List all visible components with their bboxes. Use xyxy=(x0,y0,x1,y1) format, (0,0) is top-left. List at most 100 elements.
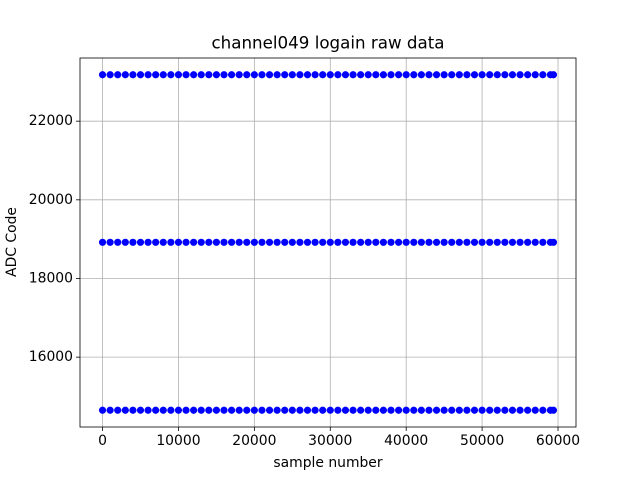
point xyxy=(341,406,350,414)
point xyxy=(425,71,433,79)
point xyxy=(463,406,471,414)
point xyxy=(167,238,175,246)
chart-title: channel049 logain raw data xyxy=(212,33,445,53)
point xyxy=(205,406,213,414)
point xyxy=(197,406,205,414)
point xyxy=(258,71,266,79)
point xyxy=(152,406,160,414)
point xyxy=(394,71,403,79)
x-tick-label: 40000 xyxy=(384,433,428,449)
point xyxy=(463,71,471,79)
point xyxy=(136,238,145,246)
point xyxy=(508,71,517,79)
x-tick-label: 50000 xyxy=(460,433,504,449)
point xyxy=(478,71,486,79)
point xyxy=(106,406,114,414)
point xyxy=(106,71,114,79)
point xyxy=(129,406,137,414)
point xyxy=(144,71,152,79)
point xyxy=(182,71,190,79)
point xyxy=(372,238,380,246)
point xyxy=(121,406,129,414)
point xyxy=(250,406,258,414)
point xyxy=(440,71,448,79)
point xyxy=(516,406,524,414)
point xyxy=(357,406,365,414)
point xyxy=(364,406,372,414)
point xyxy=(410,238,418,246)
y-axis-label: ADC Code xyxy=(4,207,20,277)
point xyxy=(197,238,205,246)
point xyxy=(463,238,471,246)
point xyxy=(531,71,539,79)
point xyxy=(334,406,342,414)
point xyxy=(508,238,517,246)
point xyxy=(455,238,463,246)
point xyxy=(417,71,425,79)
point xyxy=(425,406,433,414)
y-tick-label: 18000 xyxy=(29,270,73,286)
point xyxy=(220,71,228,79)
point xyxy=(319,238,327,246)
point xyxy=(311,406,319,414)
point xyxy=(174,71,183,79)
point xyxy=(212,238,221,246)
point xyxy=(549,238,558,246)
point xyxy=(167,71,175,79)
point xyxy=(106,238,114,246)
point xyxy=(311,71,319,79)
point xyxy=(372,71,380,79)
point xyxy=(197,71,205,79)
point xyxy=(417,238,425,246)
point xyxy=(235,71,243,79)
point xyxy=(387,406,395,414)
point xyxy=(258,238,266,246)
point xyxy=(98,406,107,414)
point xyxy=(159,406,167,414)
point xyxy=(539,71,547,79)
point xyxy=(220,406,228,414)
point xyxy=(326,71,334,79)
point xyxy=(190,238,198,246)
point xyxy=(205,238,213,246)
point xyxy=(448,238,456,246)
point xyxy=(364,238,372,246)
point xyxy=(227,406,236,414)
point xyxy=(387,71,395,79)
point xyxy=(531,238,539,246)
point xyxy=(129,238,137,246)
point xyxy=(379,71,388,79)
point xyxy=(379,238,388,246)
point xyxy=(549,71,558,79)
point xyxy=(432,406,441,414)
point xyxy=(425,238,433,246)
point xyxy=(281,406,289,414)
point xyxy=(182,238,190,246)
y-tick-label: 22000 xyxy=(29,113,73,129)
point xyxy=(508,406,517,414)
point xyxy=(265,238,274,246)
point xyxy=(455,406,463,414)
point xyxy=(349,238,357,246)
point xyxy=(303,71,312,79)
point xyxy=(478,238,486,246)
point xyxy=(326,406,334,414)
point xyxy=(273,71,281,79)
point xyxy=(349,71,357,79)
point xyxy=(394,238,403,246)
point xyxy=(98,71,107,79)
point xyxy=(243,238,251,246)
point xyxy=(243,71,251,79)
point xyxy=(440,406,448,414)
point xyxy=(212,71,221,79)
point xyxy=(273,238,281,246)
point xyxy=(303,238,312,246)
x-tick-label: 30000 xyxy=(308,433,352,449)
point xyxy=(341,238,350,246)
point xyxy=(410,71,418,79)
point xyxy=(516,71,524,79)
point xyxy=(549,406,558,414)
x-axis-label: sample number xyxy=(273,455,382,471)
point xyxy=(531,406,539,414)
point xyxy=(486,71,494,79)
